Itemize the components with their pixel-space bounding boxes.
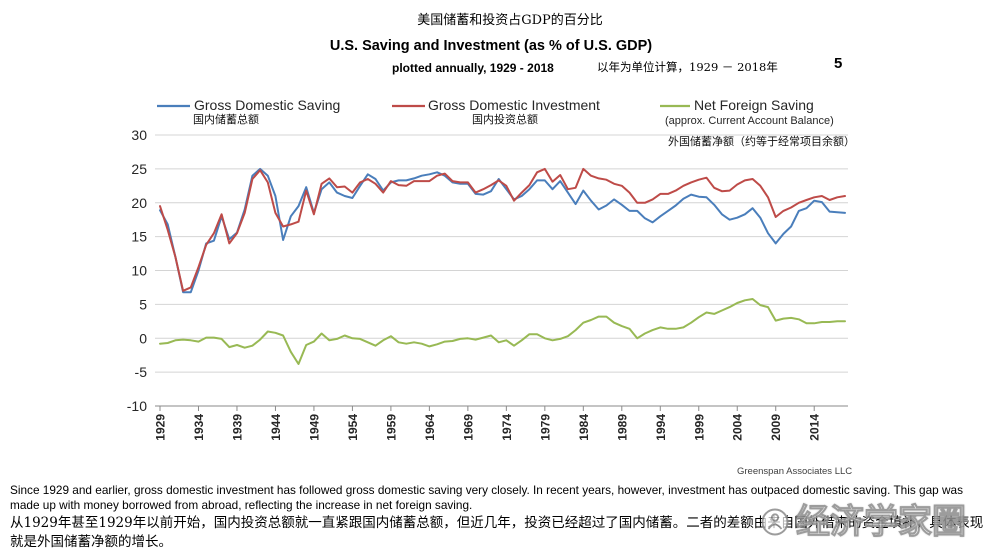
y-tick-label: 10 — [131, 263, 147, 279]
chart-subtitle-chinese: 以年为单位计算，1929 － 2018年 — [597, 60, 778, 74]
watermark-text: 经济学家圈 — [796, 502, 967, 543]
y-tick-label: 0 — [139, 330, 147, 346]
series-line-gross-domestic-saving — [159, 167, 846, 294]
explanation-text-english: Since 1929 and earlier, gross domestic i… — [10, 483, 963, 512]
x-tick-label: 1954 — [346, 414, 360, 441]
legend-note-current-account: (approx. Current Account Balance) — [665, 115, 834, 127]
y-tick-label: 15 — [131, 229, 147, 245]
x-tick-label: 1929 — [154, 414, 168, 441]
x-tick-label: 1939 — [231, 414, 245, 441]
x-tick-label: 2009 — [769, 414, 783, 441]
legend-label-gross-domestic-saving: Gross Domestic Saving — [194, 97, 341, 113]
legend-label-net-foreign-saving: Net Foreign Saving — [694, 97, 814, 113]
gridlines — [155, 134, 848, 373]
slide-number: 5 — [834, 55, 843, 72]
chart-subtitle: plotted annually, 1929 - 2018 — [392, 61, 554, 75]
x-tick-label: 1979 — [538, 414, 552, 441]
x-tick-label: 1969 — [461, 414, 475, 441]
series-line-gross-domestic-investment — [159, 167, 846, 292]
x-tick-label: 1964 — [423, 414, 437, 441]
x-tick-label: 1949 — [307, 414, 321, 441]
y-tick-label: 20 — [131, 195, 147, 211]
x-tick-label: 2014 — [808, 414, 822, 441]
y-tick-label: 5 — [139, 296, 147, 312]
legend-label-gross-domestic-saving-chinese: 国内储蓄总额 — [193, 113, 259, 126]
x-tick-label: 1984 — [577, 414, 591, 441]
legend-label-gross-domestic-investment: Gross Domestic Investment — [428, 97, 600, 113]
y-tick-label: 30 — [131, 127, 147, 143]
chart-source: Greenspan Associates LLC — [737, 466, 853, 477]
x-tick-label: 1959 — [384, 414, 398, 441]
axes: 30 25 20 15 10 5 0 -5 -10 1929 1934 1939 1944 1949 195… — [127, 127, 848, 441]
x-tick-label: 1934 — [192, 414, 206, 441]
y-tick-label: 25 — [131, 161, 147, 177]
y-tick-label: -5 — [135, 364, 148, 380]
y-tick-label: -10 — [127, 398, 147, 414]
series-lines — [159, 167, 846, 365]
explanation-text-chinese: 从1929年甚至1929年以前开始，国内投资总额就一直紧跟国内储蓄总额，但近几年… — [10, 515, 984, 550]
x-tick-label: 1989 — [615, 414, 629, 441]
x-tick-label: 1994 — [654, 414, 668, 441]
x-tick-label: 1944 — [269, 414, 283, 441]
legend-label-net-foreign-saving-chinese: 外国储蓄净额（约等于经常项目余额） — [668, 135, 855, 148]
chart-title-chinese: 美国储蓄和投资占GDP的百分比 — [417, 13, 603, 28]
x-tick-label: 1999 — [692, 414, 706, 441]
x-tick-label: 2004 — [731, 414, 745, 441]
x-tick-label: 1974 — [500, 414, 514, 441]
series-line-net-foreign-saving — [159, 298, 846, 365]
legend-label-gross-domestic-investment-chinese: 国内投资总额 — [472, 113, 538, 126]
chart-title: U.S. Saving and Investment (as % of U.S.… — [329, 38, 653, 54]
circle-logo-icon — [761, 508, 789, 536]
